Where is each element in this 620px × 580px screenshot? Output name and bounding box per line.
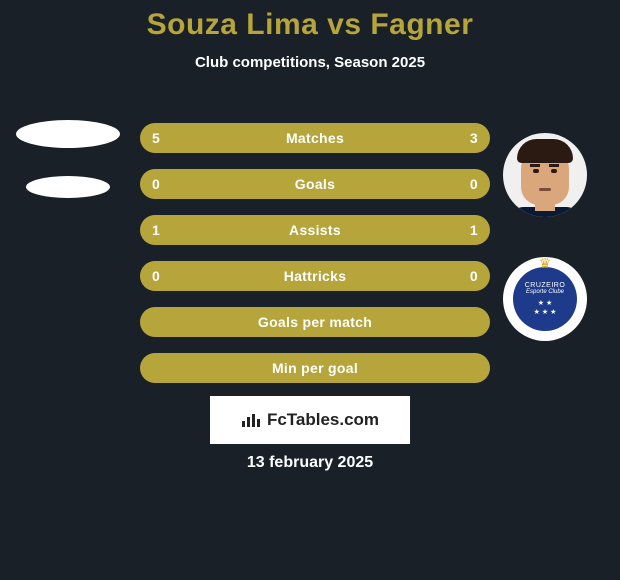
stat-bar: Min per goal: [140, 353, 490, 383]
stat-bar: Goals per match: [140, 307, 490, 337]
subtitle: Club competitions, Season 2025: [0, 54, 620, 71]
stat-right-value: 3: [470, 130, 478, 146]
stat-bar: 0 Hattricks 0: [140, 261, 490, 291]
crown-icon: ♛: [539, 255, 552, 272]
player-face-illustration: [503, 133, 587, 217]
date-line: 13 february 2025: [0, 454, 620, 472]
stat-label: Assists: [289, 222, 341, 238]
stat-bar: 5 Matches 3: [140, 123, 490, 153]
stat-label: Goals: [295, 176, 335, 192]
left-player-column: [8, 120, 128, 198]
title: Souza Lima vs Fagner: [0, 0, 620, 42]
right-player-column: ♛ CRUZEIRO Esporte Clube ★ ★ ★ ★ ★: [500, 133, 590, 341]
stat-label: Min per goal: [272, 360, 358, 376]
bars-icon: [241, 412, 263, 428]
stat-right-value: 0: [470, 176, 478, 192]
stat-bar: 1 Assists 1: [140, 215, 490, 245]
stat-bar: 0 Goals 0: [140, 169, 490, 199]
stats-area: 5 Matches 3 0 Goals 0 1 Assists 1 0 Hattricks 0 Goal…: [140, 123, 490, 399]
club-sub: Esporte Clube: [526, 289, 564, 296]
club-inner: CRUZEIRO Esporte Clube ★ ★ ★ ★ ★: [513, 267, 577, 331]
stat-right-value: 0: [470, 268, 478, 284]
left-ellipse-2: [26, 176, 110, 198]
stat-label: Hattricks: [284, 268, 347, 284]
stat-left-value: 0: [152, 176, 160, 192]
stat-left-value: 0: [152, 268, 160, 284]
club-name: CRUZEIRO: [525, 282, 566, 290]
fctables-watermark: FcTables.com: [210, 396, 410, 444]
stat-label: Matches: [286, 130, 344, 146]
stat-left-value: 1: [152, 222, 160, 238]
fctables-label: FcTables.com: [267, 410, 379, 430]
stat-label: Goals per match: [258, 314, 372, 330]
club-badge: ♛ CRUZEIRO Esporte Clube ★ ★ ★ ★ ★: [503, 257, 587, 341]
left-ellipse-1: [16, 120, 120, 148]
right-avatar: [503, 133, 587, 217]
stat-left-value: 5: [152, 130, 160, 146]
comparison-card: Souza Lima vs Fagner Club competitions, …: [0, 0, 620, 580]
stat-right-value: 1: [470, 222, 478, 238]
